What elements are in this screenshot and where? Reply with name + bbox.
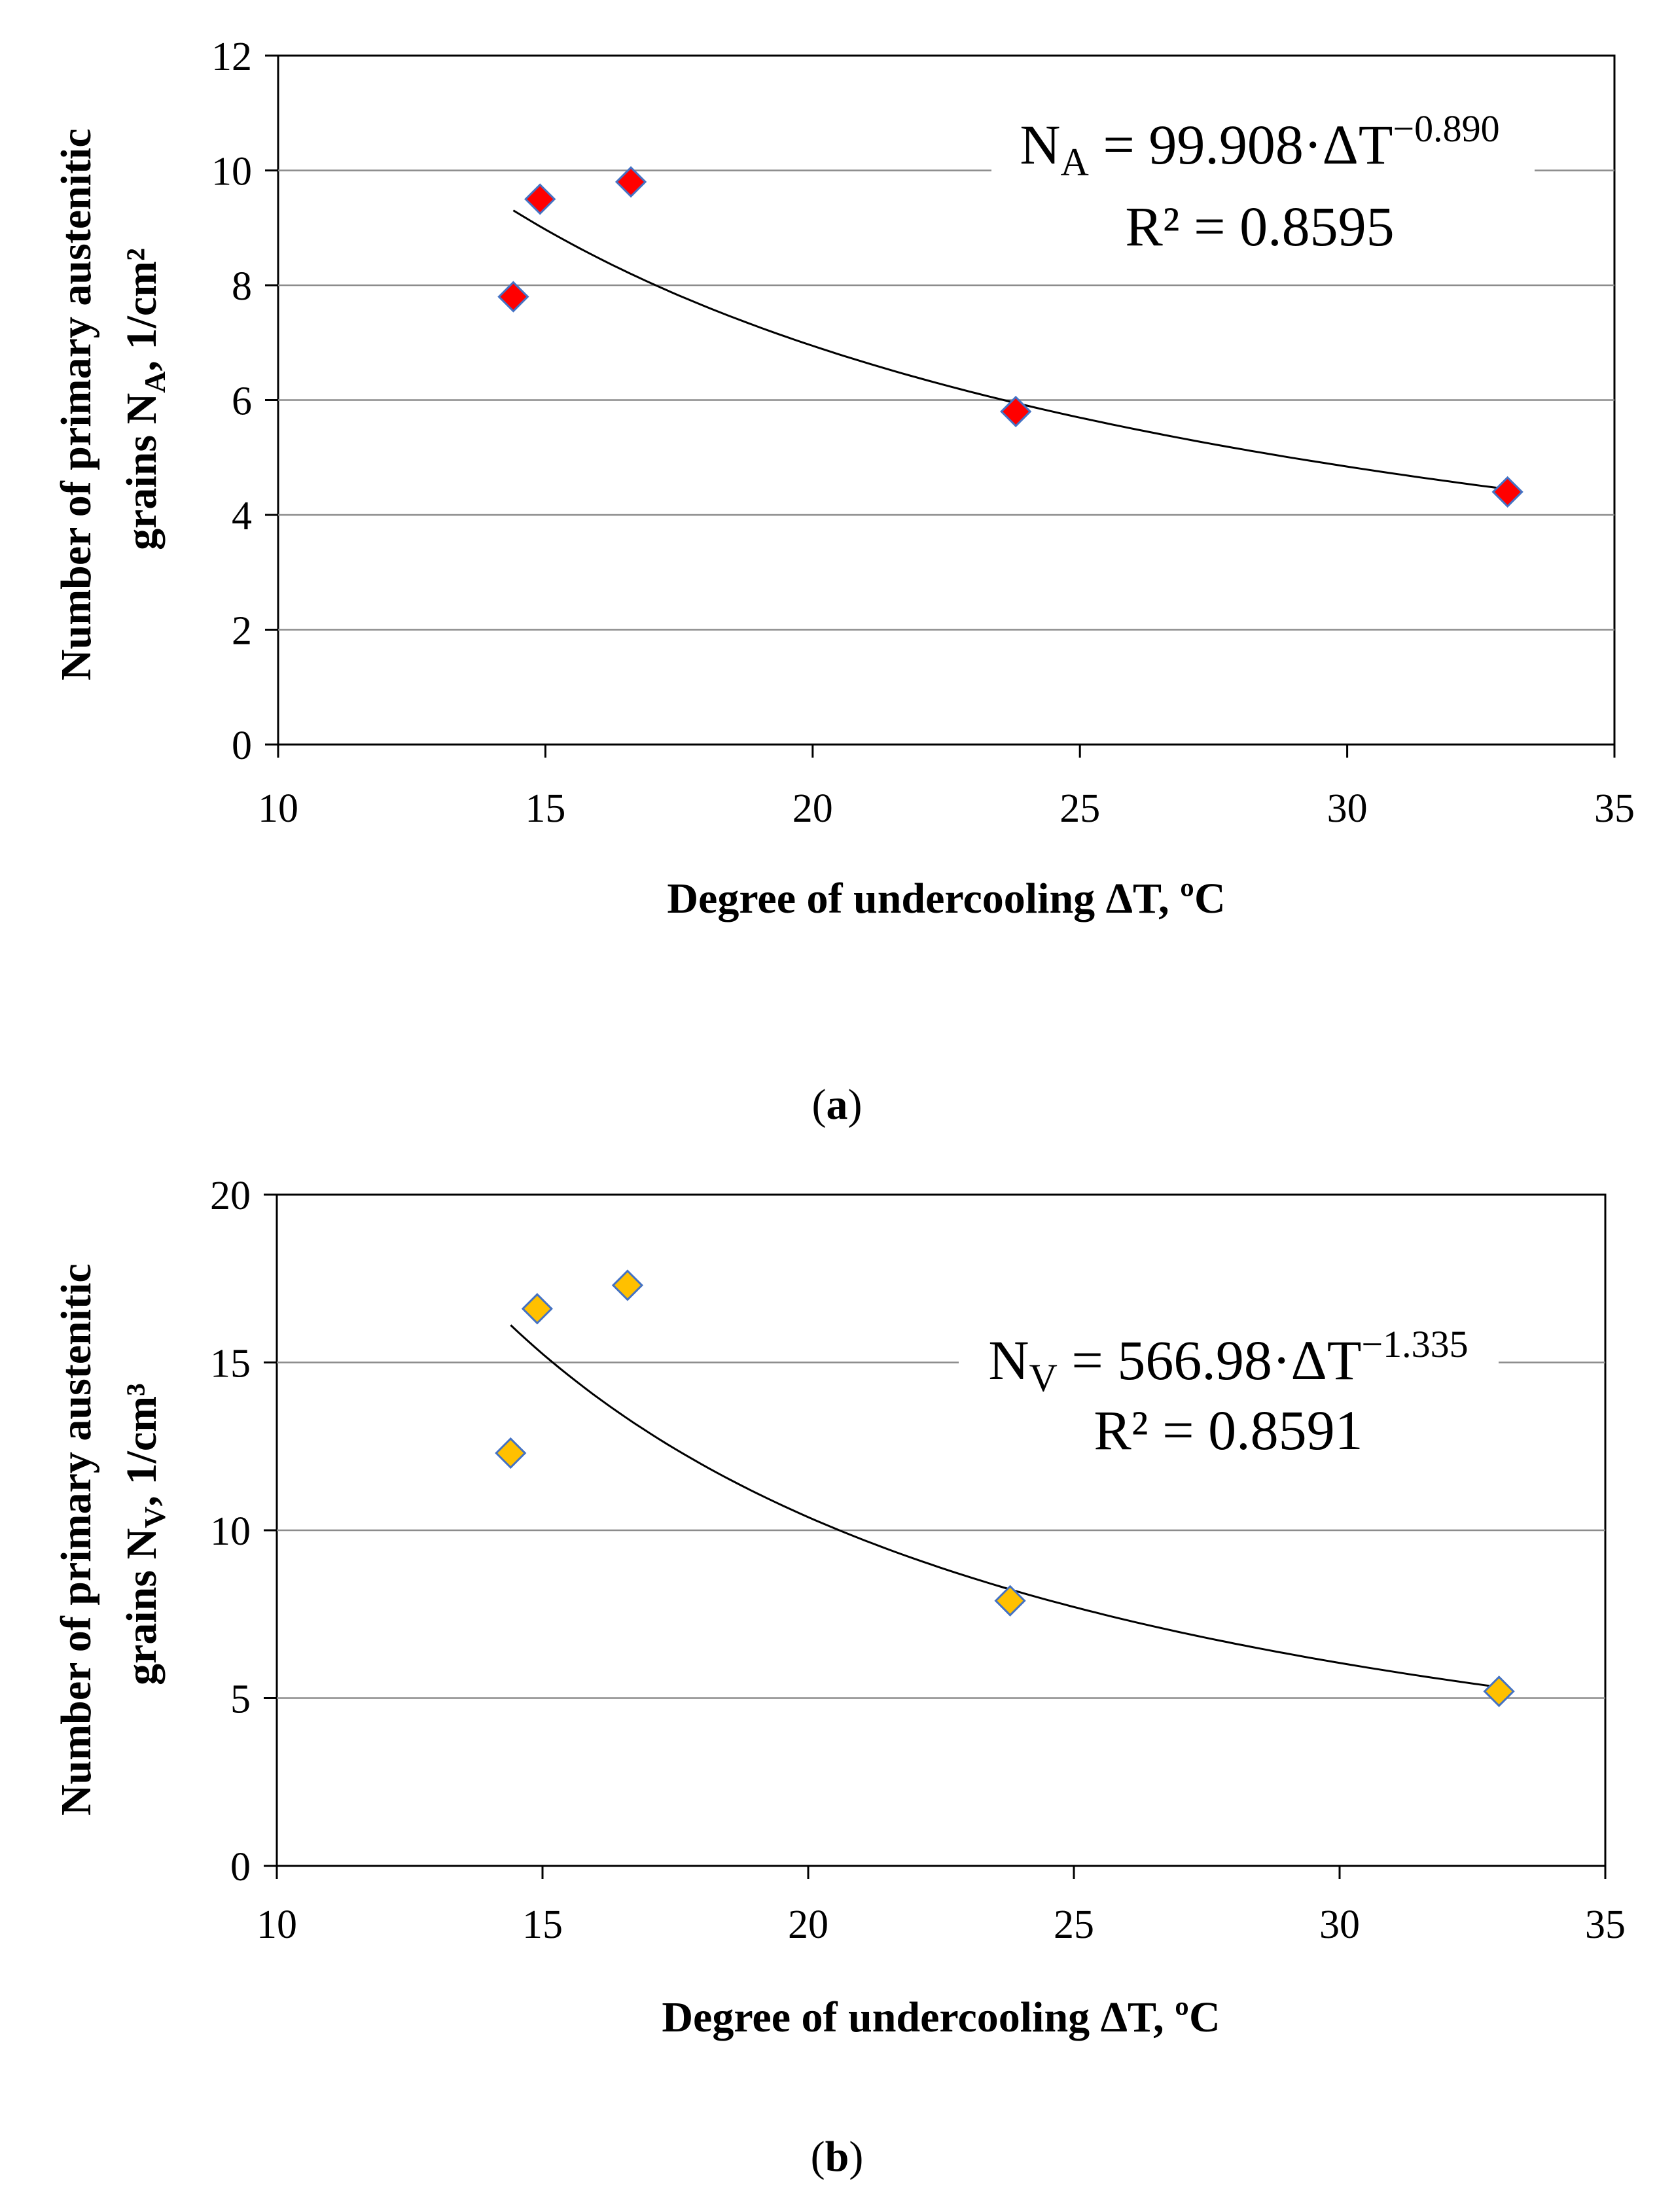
x-axis: 10 15 20 25 30 35	[257, 1866, 1626, 1947]
trendline	[510, 1324, 1499, 1689]
y-tick-label: 5	[230, 1677, 251, 1722]
chart-panel-b: 0 5 10 15 20 10 15 20 25 30 35 NV = 566.98·ΔT−1.3…	[52, 1174, 1626, 2181]
x-tick-label: 30	[1319, 1903, 1360, 1947]
data-point	[1483, 1676, 1515, 1708]
y-tick-label: 6	[232, 379, 252, 424]
equation-label: NA = 99.908·ΔT−0.890 R² = 0.8595	[991, 107, 1535, 258]
x-tick-label: 35	[1585, 1903, 1626, 1947]
y-tick-label: 10	[210, 1509, 251, 1554]
x-tick-label: 20	[788, 1903, 828, 1947]
y-tick-label: 12	[211, 35, 252, 79]
data-point	[1000, 395, 1032, 428]
r-squared-text: R² = 0.8595	[1125, 195, 1394, 258]
r-squared-text: R² = 0.8591	[1094, 1399, 1362, 1462]
y-tick-label: 4	[232, 494, 252, 538]
data-point	[1491, 476, 1523, 508]
equation-subscript: V	[1029, 1356, 1058, 1399]
x-tick-label: 10	[258, 786, 298, 831]
panel-label: (b)	[811, 2133, 864, 2181]
equation-subscript: A	[1061, 141, 1089, 184]
equation-background	[959, 1327, 1499, 1392]
equation-exponent: −0.890	[1393, 107, 1499, 150]
x-tick-label: 25	[1060, 786, 1100, 831]
y-tick-label: 0	[232, 724, 252, 768]
x-axis-label: Degree of undercooling ΔT, ºC	[662, 1993, 1220, 2041]
y-tick-label: 2	[232, 609, 252, 654]
y-tick-label: 20	[210, 1174, 251, 1218]
y-axis-label-line2: grains NA, 1/cm²	[118, 248, 171, 550]
x-tick-label: 15	[525, 786, 565, 831]
data-point	[614, 166, 647, 198]
equation-rhs: = 99.908·ΔT	[1089, 113, 1393, 176]
equation-text: NA = 99.908·ΔT−0.890	[1020, 107, 1499, 184]
chart-panel-a: 0 2 4 6 8 10 12 10 15 20 25 30 35 NA = 99.908·ΔT−0.…	[52, 35, 1635, 1129]
y-axis-label-line1: Number of primary austenitic	[52, 1263, 100, 1816]
x-tick-label: 25	[1054, 1903, 1094, 1947]
x-tick-label: 20	[792, 786, 833, 831]
grid-lines	[278, 169, 1614, 631]
data-points	[497, 166, 1523, 508]
y-tick-label: 15	[210, 1342, 251, 1386]
x-tick-label: 30	[1327, 786, 1368, 831]
equation-text: NV = 566.98·ΔT−1.335	[988, 1323, 1468, 1399]
x-axis: 10 15 20 25 30 35	[258, 745, 1635, 831]
data-point	[521, 1293, 554, 1325]
y-axis-label-line1: Number of primary austenitic	[52, 128, 100, 680]
y-axis-label: Number of primary austenitic grains NA, …	[52, 118, 171, 680]
data-point	[497, 281, 529, 313]
grid-lines	[277, 1361, 1605, 1699]
y-axis-label-line2: grains NV, 1/cm³	[118, 1383, 171, 1685]
data-point	[495, 1437, 527, 1469]
y-tick-label: 0	[230, 1845, 251, 1889]
data-point	[524, 183, 556, 215]
data-points	[495, 1269, 1515, 1708]
x-axis-label: Degree of undercooling ΔT, ºC	[667, 875, 1225, 922]
y-tick-label: 10	[211, 150, 252, 194]
equation-rhs: = 566.98·ΔT	[1058, 1329, 1361, 1392]
x-tick-label: 10	[257, 1903, 297, 1947]
y-axis-label: Number of primary austenitic grains NV, …	[52, 1253, 171, 1816]
data-point	[611, 1269, 644, 1301]
equation-label: NV = 566.98·ΔT−1.335 R² = 0.8591	[959, 1323, 1499, 1462]
data-point	[994, 1585, 1026, 1617]
y-tick-label: 8	[232, 264, 252, 309]
panel-label: (a)	[812, 1081, 863, 1129]
equation-var: N	[988, 1329, 1029, 1392]
x-tick-label: 35	[1594, 786, 1635, 831]
x-tick-label: 15	[522, 1903, 563, 1947]
equation-exponent: −1.335	[1361, 1323, 1468, 1365]
y-axis: 0 5 10 15 20	[210, 1174, 277, 1889]
equation-background	[991, 111, 1535, 177]
equation-var: N	[1020, 113, 1060, 176]
y-axis: 0 2 4 6 8 10 12	[211, 35, 278, 768]
